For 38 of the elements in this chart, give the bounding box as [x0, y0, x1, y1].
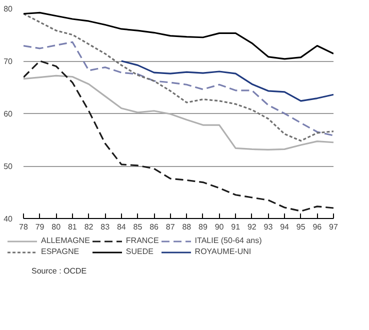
- x-tick-label: 82: [84, 222, 94, 232]
- legend-label: SUEDE: [126, 247, 154, 256]
- line-series: [24, 41, 334, 136]
- x-tick-label: 92: [247, 222, 257, 232]
- x-tick-label: 91: [231, 222, 241, 232]
- x-tick-label: 84: [116, 222, 126, 232]
- y-tick-label: 40: [4, 214, 14, 224]
- x-tick-label: 95: [296, 222, 306, 232]
- legend-label: FRANCE: [126, 236, 159, 245]
- x-tick-label: 93: [264, 222, 274, 232]
- legend-label: ALLEMAGNE: [41, 236, 90, 245]
- x-tick-label: 89: [198, 222, 208, 232]
- x-tick-label: 85: [133, 222, 143, 232]
- x-tick-label: 86: [150, 222, 160, 232]
- x-tick-label: 83: [100, 222, 110, 232]
- source-note: Source : OCDE: [32, 266, 87, 276]
- line-series: [24, 12, 334, 142]
- line-series: [120, 60, 334, 102]
- line-series: [24, 60, 334, 212]
- line-series: [24, 12, 334, 60]
- x-tick-label: 81: [68, 222, 78, 232]
- x-tick-label: 96: [312, 222, 322, 232]
- legend-label: ESPAGNE: [41, 247, 80, 256]
- line-series: [24, 74, 334, 151]
- y-tick-label: 60: [4, 110, 14, 118]
- y-tick-label: 50: [4, 162, 14, 171]
- y-tick-label: 70: [4, 57, 14, 66]
- x-tick-label: 90: [214, 222, 224, 232]
- x-tick-label: 78: [19, 222, 28, 232]
- x-tick-label: 94: [280, 222, 290, 232]
- legend-label: ITALIE (50-64 ans): [194, 236, 262, 245]
- x-tick-label: 97: [329, 222, 338, 232]
- legend-label: ROYAUME-UNI: [194, 247, 252, 256]
- x-tick-label: 88: [182, 222, 192, 232]
- x-tick-label: 80: [52, 222, 62, 232]
- y-tick-label: 80: [4, 4, 14, 14]
- x-tick-label: 87: [166, 222, 176, 232]
- x-tick-label: 79: [35, 222, 45, 232]
